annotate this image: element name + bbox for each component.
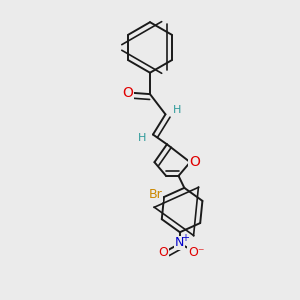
Text: O: O	[122, 85, 133, 100]
Text: N: N	[175, 236, 184, 249]
Text: +: +	[181, 233, 189, 243]
Text: O: O	[189, 155, 200, 169]
Text: H: H	[172, 105, 181, 115]
Text: O⁻: O⁻	[188, 246, 205, 259]
Text: H: H	[137, 133, 146, 143]
Text: Br: Br	[149, 188, 163, 201]
Text: O: O	[159, 246, 169, 259]
